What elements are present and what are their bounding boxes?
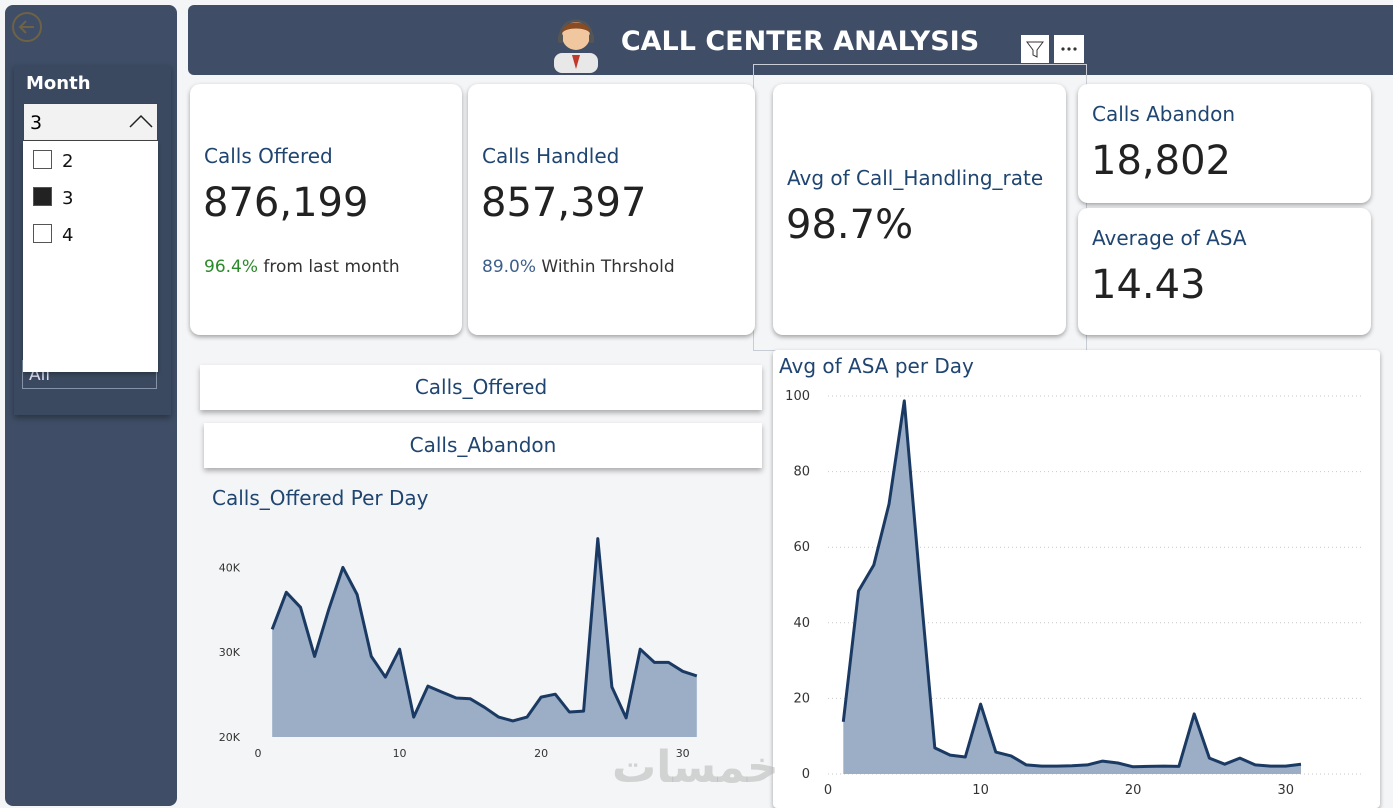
kpi-card: Calls Abandon 18,802 <box>1078 84 1371 203</box>
checkbox <box>33 224 52 243</box>
kpi-label: Calls Offered <box>204 144 333 168</box>
x-tick-label: 30 <box>1277 783 1294 798</box>
kpi-value: 857,397 <box>481 180 647 226</box>
kpi-note: 96.4% from last month <box>204 257 400 277</box>
y-tick-label: 20 <box>793 691 810 706</box>
y-tick-label: 80 <box>793 465 810 480</box>
y-tick-label: 40K <box>219 561 241 574</box>
kpi-label: Calls Abandon <box>1092 102 1236 126</box>
slicer-option[interactable]: 3 <box>33 187 153 211</box>
back-button[interactable] <box>10 10 44 44</box>
y-tick-label: 20K <box>219 731 241 744</box>
slicer-option[interactable]: 2 <box>33 150 153 174</box>
x-tick-label: 0 <box>824 783 832 798</box>
slicer-dropdown[interactable]: 3 <box>23 103 158 141</box>
chart-title: Calls_Offered Per Day <box>212 486 429 510</box>
checkbox <box>33 187 52 206</box>
slicer-options: 2 3 4 <box>23 141 158 372</box>
watermark: خمسات <box>612 742 779 793</box>
kpi-card: Calls Handled 857,397 89.0% Within Thrshol… <box>468 84 755 335</box>
x-tick-label: 30 <box>676 747 690 760</box>
kpi-note-value: 96.4% <box>204 257 259 277</box>
area-line <box>841 399 1302 769</box>
x-tick-label: 10 <box>393 747 407 760</box>
toggle-button[interactable]: Calls_Offered <box>200 365 762 410</box>
area-fill <box>843 400 1301 774</box>
checkbox <box>33 150 52 169</box>
slicer-title: Month <box>26 73 91 94</box>
kpi-value: 18,802 <box>1091 138 1231 184</box>
area-line <box>270 537 698 723</box>
option-label: 2 <box>62 151 74 172</box>
filter-icon[interactable] <box>1021 35 1049 63</box>
kpi-value: 98.7% <box>786 202 914 248</box>
kpi-card: Calls Offered 876,199 96.4% from last mont… <box>190 84 462 335</box>
chart-title: Avg of ASA per Day <box>779 354 974 378</box>
kpi-label: Calls Handled <box>482 144 620 168</box>
option-label: 3 <box>62 188 74 209</box>
kpi-note: 89.0% Within Thrshold <box>482 257 675 277</box>
header-title: CALL CENTER ANALYSIS <box>620 26 980 57</box>
y-tick-label: 100 <box>785 389 810 404</box>
more-icon[interactable] <box>1054 35 1084 63</box>
kpi-note-value: 89.0% <box>482 257 537 277</box>
slicer-selected: 3 <box>30 112 43 134</box>
kpi-card: Avg of Call_Handling_rate 98.7% <box>773 84 1066 335</box>
kpi-note-text: from last month <box>263 257 400 277</box>
kpi-label: Average of ASA <box>1092 226 1247 250</box>
area-fill <box>272 538 697 737</box>
x-tick-label: 20 <box>534 747 548 760</box>
kpi-label: Avg of Call_Handling_rate <box>787 166 1044 190</box>
kpi-note-text: Within Thrshold <box>541 257 675 277</box>
y-tick-label: 60 <box>793 540 810 555</box>
kpi-card: Average of ASA 14.43 <box>1078 208 1371 335</box>
header <box>188 5 1393 75</box>
chevron <box>129 114 153 128</box>
y-tick-label: 0 <box>802 767 810 782</box>
kpi-value: 876,199 <box>203 180 369 226</box>
x-tick-label: 0 <box>255 747 262 760</box>
x-tick-label: 10 <box>972 783 989 798</box>
slicer-option[interactable]: 4 <box>33 224 153 248</box>
kpi-value: 14.43 <box>1091 262 1206 308</box>
option-label: 4 <box>62 225 74 246</box>
y-tick-label: 30K <box>219 646 241 659</box>
toggle-button[interactable]: Calls_Abandon <box>204 423 762 468</box>
x-tick-label: 20 <box>1125 783 1142 798</box>
agent-icon <box>554 19 598 73</box>
y-tick-label: 40 <box>793 616 810 631</box>
